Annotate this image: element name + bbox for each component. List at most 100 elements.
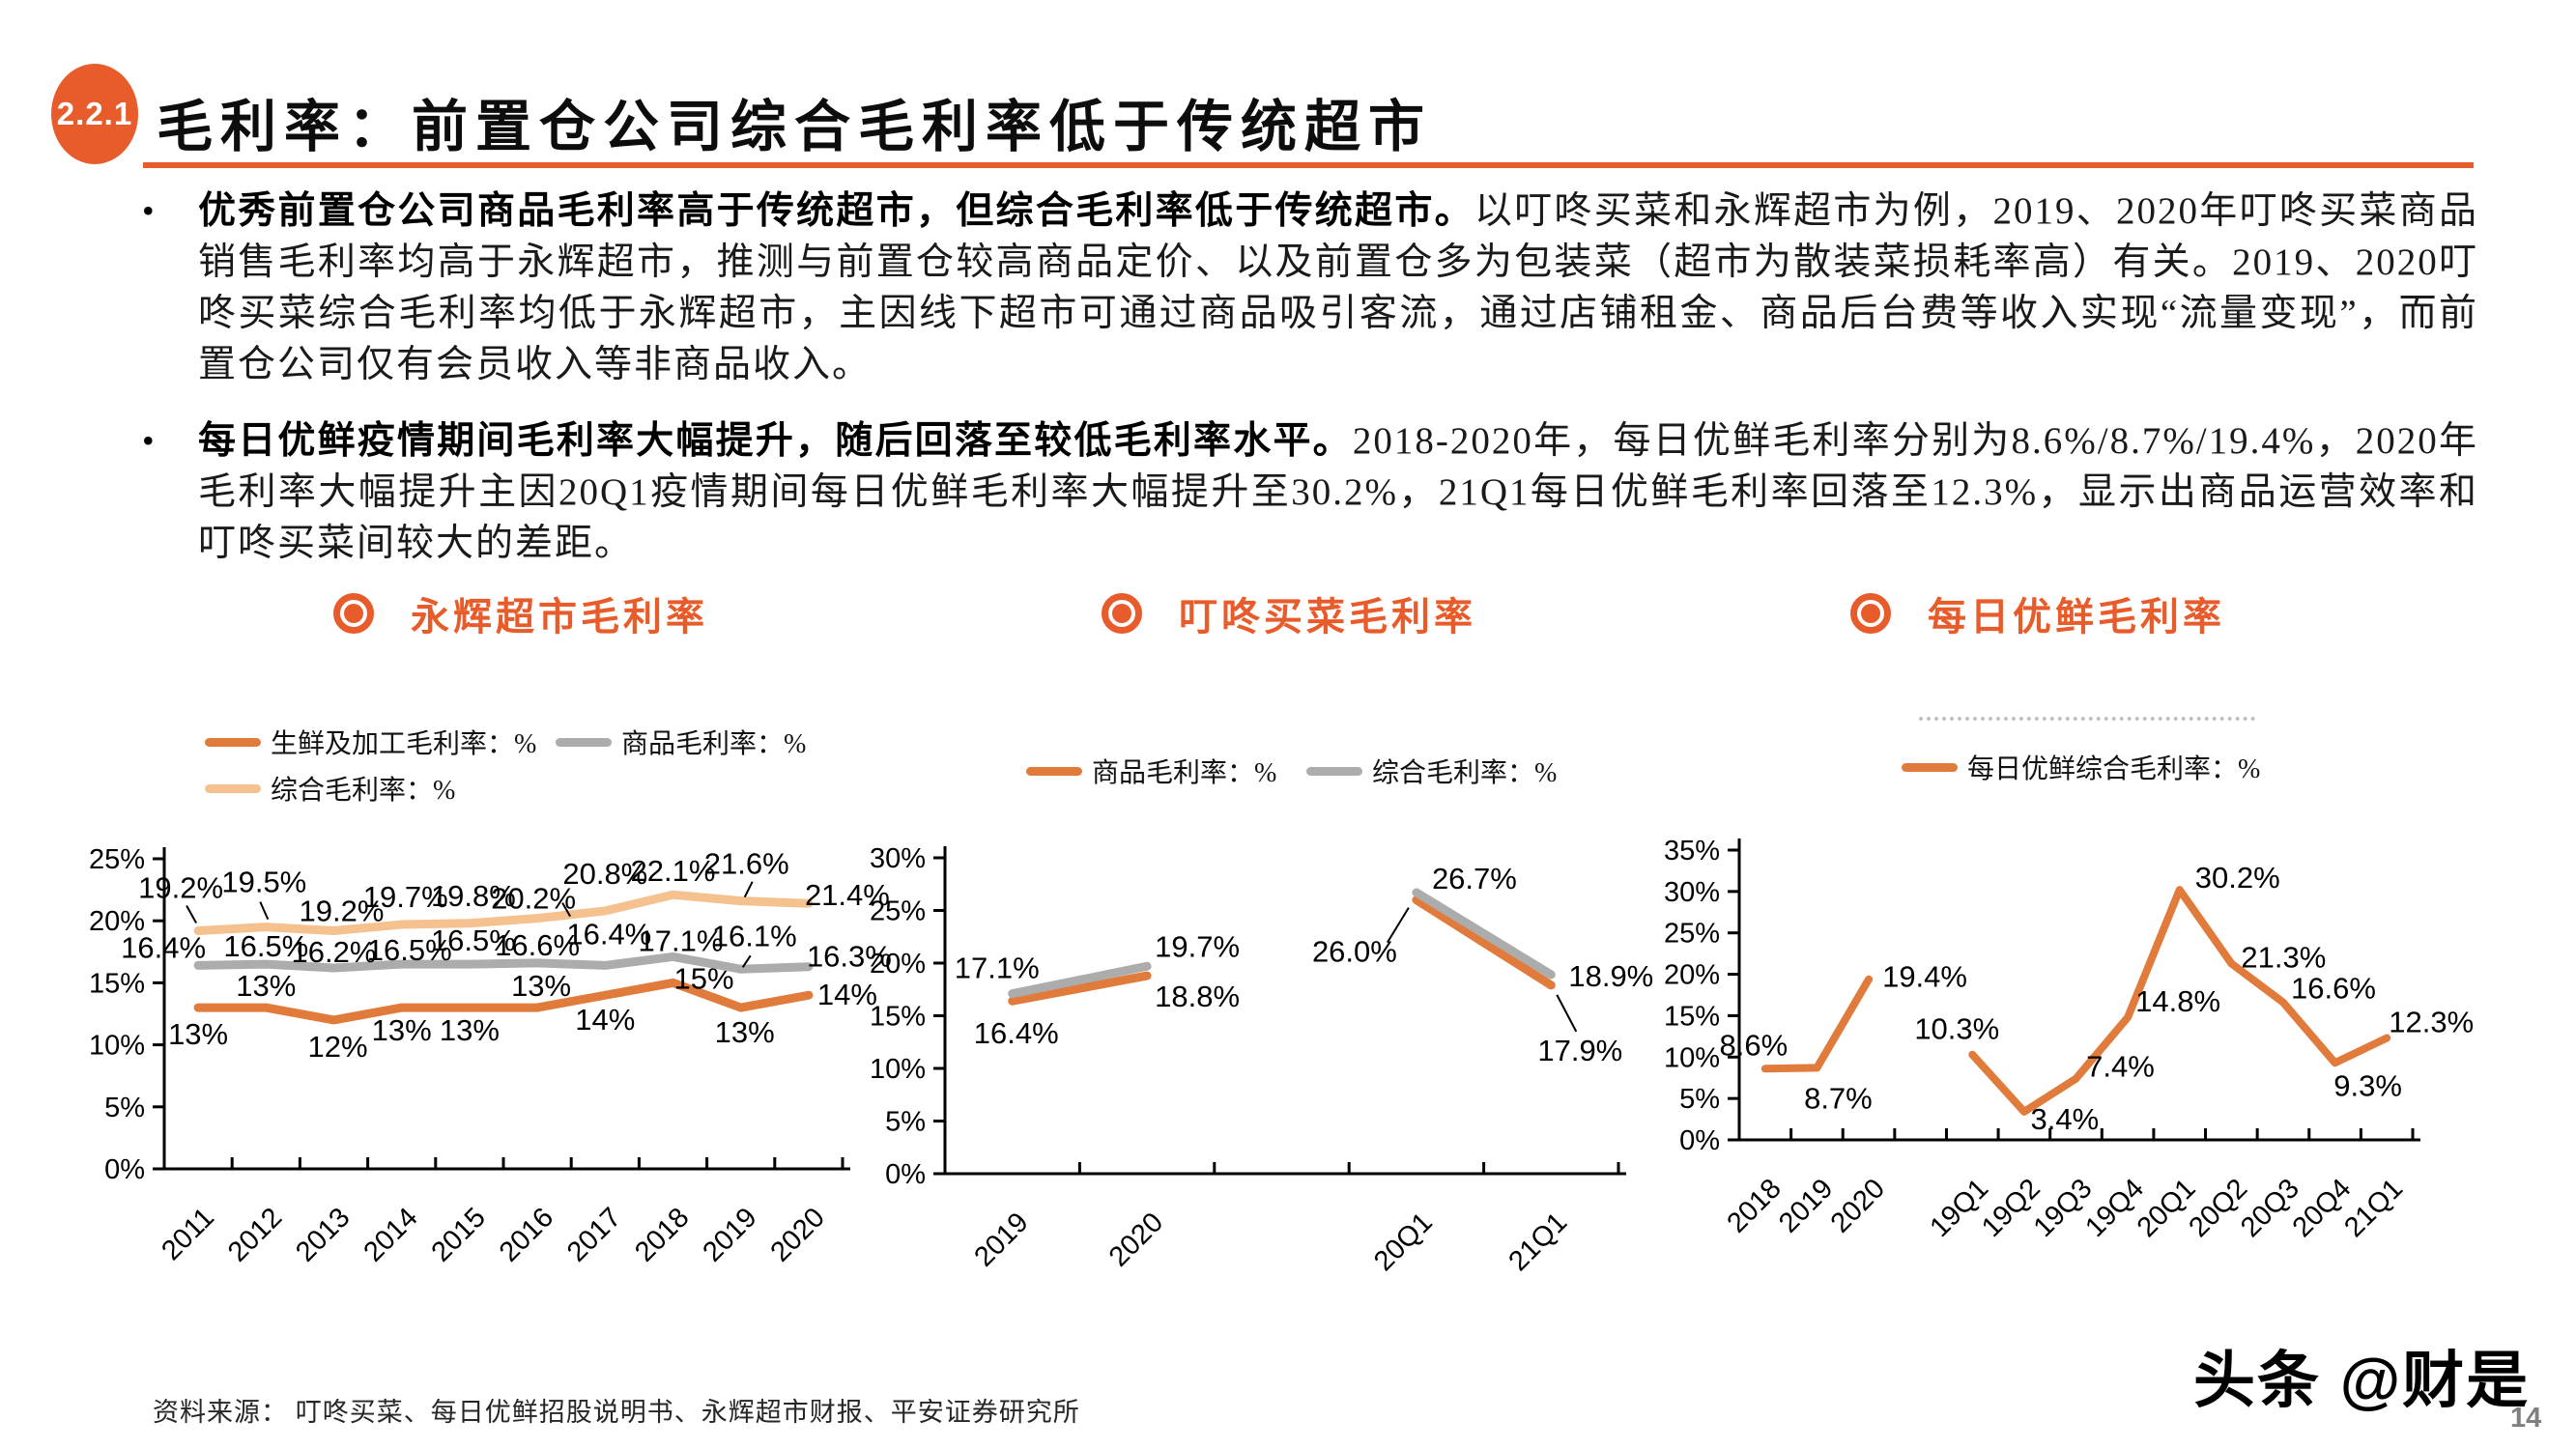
data-label: 16.3% [807,940,892,974]
series-line [1412,895,1556,990]
data-label: 13% [236,969,296,1003]
y-tick-label: 30% [870,843,926,874]
series-line [193,952,814,974]
legend-label: 商品毛利率：% [1092,758,1277,788]
data-label: 18.9% [1568,959,1653,993]
legend-label: 生鲜及加工毛利率：% [271,729,537,759]
x-tick-label: 19Q1 [1924,1173,1994,1243]
legend-label: 每日优鲜综合毛利率：% [1967,754,2261,784]
x-tick-label: 2019 [697,1202,762,1267]
series-line [1008,971,1152,1006]
data-label: 13% [511,969,571,1003]
label-leader-line [561,902,571,918]
title-rule [143,162,2474,168]
legend-item: 商品毛利率：% [1026,753,1276,788]
data-label: 26.7% [1432,862,1517,895]
data-label: 3.4% [2031,1102,2100,1136]
section-badge: 2.2.1 [51,64,138,164]
data-label: 17.1% [639,923,724,957]
y-tick-label: 0% [104,1154,145,1185]
data-label: 14.8% [2135,984,2220,1018]
legend-item: 商品毛利率：% [556,724,806,759]
series-line [193,890,814,935]
watermark-text: 头条 @财是 [2193,1346,2531,1415]
legend-swatch [1306,766,1362,776]
data-label: 16.5% [223,929,308,963]
x-tick-label: 2019 [968,1207,1034,1272]
y-tick-label: 10% [89,1031,145,1062]
bullet-item-2: 每日优鲜疫情期间毛利率大幅提升，随后回落至较低毛利率水平。2018-2020年，… [142,415,2478,569]
y-tick-label: 30% [1664,877,1720,908]
y-tick-label: 10% [870,1054,926,1085]
bullet-2-lead: 每日优鲜疫情期间毛利率大幅提升，随后回落至较低毛利率水平。 [198,420,1353,462]
data-label: 20.2% [491,882,576,916]
data-label: 26.0% [1312,935,1397,969]
y-tick-label: 15% [870,1002,926,1033]
faded-dotted-line [1919,717,2255,721]
data-label: 13% [440,1013,500,1047]
series-line [1412,888,1556,980]
bullet-2-body: 2018-2020年，每日优鲜毛利率分别为8.6%/8.7%/19.4%，202… [198,420,2478,564]
data-label: 17.1% [955,952,1040,985]
data-label: 12% [307,1030,367,1064]
series-line [193,978,814,1025]
legend-item: 生鲜及加工毛利率：% [205,724,536,759]
page-number: 14 [2510,1403,2542,1434]
page-title: 毛利率：前置仓公司综合毛利率低于传统超市 [157,96,1433,158]
data-label: 17.9% [1537,1034,1622,1067]
legend-item: 综合毛利率：% [205,771,455,806]
x-tick-label: 2018 [629,1202,695,1267]
label-leader-line [743,881,754,898]
x-tick-label: 2013 [290,1202,356,1267]
x-tick-label: 19Q3 [2028,1173,2099,1243]
data-label: 16.6% [495,928,580,962]
y-tick-label: 0% [885,1159,926,1190]
data-label: 20.8% [562,857,647,891]
x-tick-label: 2020 [1103,1207,1169,1272]
bullseye-icon [1850,593,1891,634]
data-label: 8.7% [1804,1081,1873,1115]
x-tick-label: 2016 [494,1202,559,1267]
y-tick-label: 10% [1664,1042,1720,1073]
data-label: 13% [168,1017,228,1051]
data-label: 16.1% [712,919,797,952]
x-tick-label: 20Q2 [2183,1173,2253,1243]
data-label: 19.4% [1882,960,1967,994]
data-label: 21.4% [805,878,890,912]
y-tick-label: 15% [1664,1001,1720,1032]
data-label: 16.4% [974,1016,1059,1050]
data-label: 16.5% [431,923,516,957]
series-line [1760,975,1874,1073]
x-tick-label: 20Q3 [2235,1173,2305,1243]
y-tick-label: 5% [1679,1084,1720,1115]
bullet-1-body: 以叮咚买菜和永辉超市为例，2019、2020年叮咚买菜商品销售毛利率均高于永辉超… [198,190,2478,385]
legend-swatch [556,737,612,747]
legend-label: 综合毛利率：% [1372,758,1558,788]
y-tick-label: 25% [870,896,926,927]
x-tick-label: 19Q4 [2079,1173,2150,1243]
data-label: 30.2% [2195,861,2280,895]
series-line [1968,886,2391,1116]
y-tick-label: 0% [1679,1125,1720,1156]
data-label: 7.4% [2086,1050,2155,1084]
bullet-item-1: 优秀前置仓公司商品毛利率高于传统超市，但综合毛利率低于传统超市。以叮咚买菜和永辉… [142,185,2478,390]
x-tick-label: 2019 [1773,1173,1839,1238]
x-tick-label: 2018 [1722,1173,1788,1238]
chart-title-text: 叮咚买菜毛利率 [1179,595,1476,639]
chart-0: 0% 5% 10% 15% 20% 25% 2011 2012 2013 2014 2015 2016… [89,844,892,1268]
source-note: 资料来源： 叮咚买菜、每日优鲜招股说明书、永辉超市财报、平安证券研究所 [153,1398,1080,1427]
data-label: 21.6% [704,847,789,881]
x-tick-label: 2020 [765,1202,831,1267]
legend-label: 综合毛利率：% [271,776,456,806]
legend-swatch [1026,766,1082,776]
chart-title-dingdong: 叮咚买菜毛利率 [1102,589,1476,639]
x-tick-label: 2014 [358,1202,423,1267]
section-number: 2.2.1 [56,96,133,131]
data-label: 18.8% [1155,980,1240,1013]
data-label: 22.1% [631,854,716,888]
data-label: 14% [575,1003,635,1037]
y-tick-label: 20% [1664,960,1720,991]
data-label: 21.3% [2241,940,2326,974]
x-tick-label: 20Q1 [1368,1207,1439,1277]
label-leader-line [1556,994,1578,1033]
